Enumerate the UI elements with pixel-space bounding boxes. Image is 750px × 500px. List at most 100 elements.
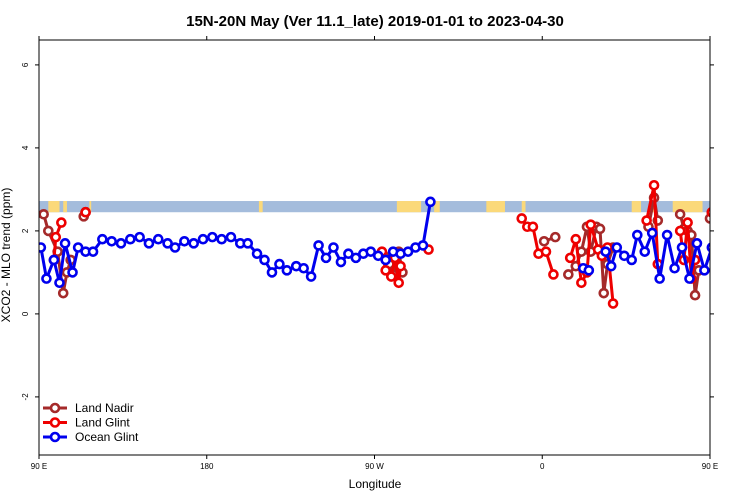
land-patch [672,201,703,213]
data-point [646,227,658,239]
data-point [380,265,391,276]
data-point [48,254,60,266]
data-point [305,271,317,282]
data-point [564,252,576,264]
x-tick-label: 0 [540,462,545,471]
data-point [682,217,693,228]
data-point [59,238,71,249]
ocean-strip [39,201,710,213]
land-patch [48,201,60,213]
data-point [598,287,610,299]
data-point [745,239,750,247]
data-point [600,246,611,257]
y-tick-label: 2 [21,228,30,233]
data-point [661,229,673,241]
y-tick-label: 6 [21,62,30,67]
data-point [225,231,237,243]
x-tick-label: 90 W [365,462,384,471]
data-point [57,287,69,299]
data-point [106,235,117,247]
data-point [87,246,99,257]
data-point [134,231,145,243]
data-point [607,298,619,309]
data-point [393,277,405,289]
data-point [115,238,127,249]
data-point [259,254,270,266]
data-point [669,262,680,274]
data-point [730,237,738,245]
data-point [626,254,638,266]
data-point [585,219,597,230]
data-point [570,233,582,245]
data-point [618,250,630,262]
data-point [125,233,136,245]
land-patch [63,201,67,213]
data-point [67,267,78,278]
data-point [548,269,559,280]
data-point [56,217,67,228]
data-point [402,246,414,257]
data-point [320,252,332,264]
chart-title: 15N-20N May (Ver 11.1_late) 2019-01-01 t… [186,13,564,30]
data-point [80,206,91,218]
legend-marker [49,402,61,414]
data-point [706,242,710,253]
data-point [385,271,397,282]
data-point [216,233,227,245]
data-point [266,267,278,278]
data-point [72,242,84,253]
data-point [162,238,173,249]
series-layer [39,179,750,309]
land-patch [89,201,92,213]
x-tick-label: 180 [200,462,214,471]
data-point [54,277,65,289]
data-point [691,238,703,249]
data-point [251,248,263,260]
legend-label: Land Glint [75,416,130,430]
data-point [674,209,686,220]
legend-marker [49,431,61,443]
data-point [274,258,285,270]
data-point [632,229,643,241]
y-axis-label: XCO2 - MLO trend (ppm) [0,188,13,323]
data-point [169,242,181,253]
x-tick-label: 90 E [31,462,47,471]
data-point [605,260,617,272]
data-point [674,225,686,237]
data-point [723,235,731,243]
data-point [706,207,710,218]
data-point [689,289,701,301]
data-point [197,233,209,245]
data-point [343,248,354,260]
data-point [576,277,587,289]
data-point [97,233,108,245]
data-point [715,246,723,254]
data-point [395,260,406,272]
data-point [328,242,339,253]
data-point [527,221,539,233]
data-point [313,240,324,251]
land-patch [434,201,440,213]
data-point [540,246,552,257]
data-point [738,237,746,245]
data-point [281,265,293,276]
data-point [335,256,347,268]
data-point [43,225,54,237]
data-point [365,246,377,257]
legend-label: Ocean Glint [75,430,139,444]
data-point [242,238,254,249]
data-point [41,273,52,284]
land-ocean-strip [39,201,710,213]
land-patch [631,201,642,213]
plot-frame [38,39,711,456]
axes: 90 E 180 90 W 0 90 E -2 0 2 4 6 [21,36,718,471]
land-patch [396,201,422,213]
y-tick-label: 0 [21,311,30,316]
y-tick-label: -2 [21,393,30,401]
data-point [639,246,651,257]
data-point [350,252,362,264]
data-point [188,238,200,249]
y-tick-label: 4 [21,145,30,150]
